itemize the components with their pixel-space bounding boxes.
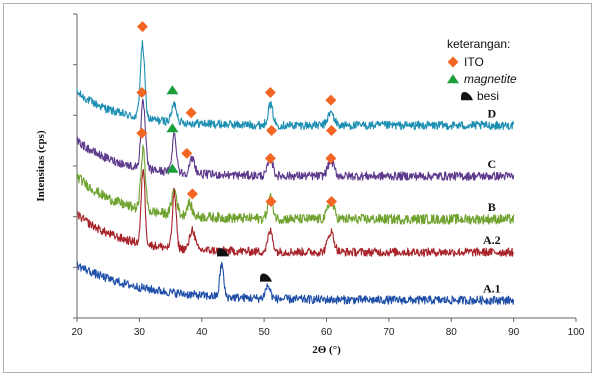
series-line-a-2: [76, 168, 514, 257]
besi-marker: [461, 92, 473, 101]
ito-marker: [325, 94, 337, 106]
ito-marker: [325, 125, 337, 137]
x-tick-label: 80: [446, 327, 458, 338]
ito-marker: [185, 107, 197, 119]
x-axis-title: 2Θ (°): [312, 344, 341, 356]
besi-marker: [259, 273, 272, 282]
ito-marker: [264, 87, 276, 99]
legend: keterangan: ITO magnetite besi: [447, 37, 517, 103]
series-label: B: [488, 200, 496, 214]
series-line-c: [76, 98, 515, 181]
series-line-b: [76, 144, 515, 225]
ito-marker: [136, 87, 148, 99]
xrd-chart: 20 30 40 50 60 70 80 90 100 D C B A.2 A.1 keterangan…: [35, 13, 585, 356]
x-tick-label: 70: [383, 327, 395, 338]
ito-marker: [325, 195, 337, 207]
series-label: A.1: [483, 281, 501, 295]
curves: [76, 40, 515, 305]
peak-markers: [136, 21, 337, 282]
x-tick-label: 100: [568, 327, 585, 338]
y-axis-title: Intensitas (cps): [35, 130, 47, 202]
ito-marker: [325, 152, 337, 164]
series-label: C: [487, 157, 496, 171]
ito-marker: [265, 195, 277, 207]
ito-marker: [264, 152, 276, 164]
series-label: D: [487, 106, 496, 120]
magnetite-marker: [166, 163, 179, 173]
axes: 20 30 40 50 60 70 80 90 100: [71, 13, 585, 338]
series-line-d: [76, 40, 515, 131]
ito-marker: [266, 125, 278, 137]
x-tick-label: 50: [259, 327, 271, 338]
magnetite-marker: [166, 85, 179, 95]
magnetite-marker: [166, 123, 179, 133]
legend-label: besi: [477, 89, 499, 103]
ito-marker: [447, 56, 459, 68]
ito-marker: [136, 127, 148, 139]
x-tick-label: 30: [134, 327, 146, 338]
x-tick-label: 90: [508, 327, 520, 338]
besi-marker: [216, 248, 229, 257]
legend-label: magnetite: [464, 72, 517, 86]
curve-labels: D C B A.2 A.1: [483, 106, 501, 295]
series-line-a-1: [76, 261, 515, 305]
ito-marker: [181, 147, 193, 159]
ito-marker: [186, 188, 198, 200]
ito-marker: [136, 21, 148, 33]
legend-title: keterangan:: [447, 37, 510, 51]
magnetite-marker: [447, 74, 459, 84]
x-tick-label: 40: [196, 327, 208, 338]
legend-label: ITO: [464, 55, 484, 69]
chart-frame: 20 30 40 50 60 70 80 90 100 D C B A.2 A.1 keterangan…: [3, 3, 592, 373]
x-tick-label: 60: [321, 327, 333, 338]
x-tick-label: 20: [71, 327, 83, 338]
series-label: A.2: [483, 233, 501, 247]
